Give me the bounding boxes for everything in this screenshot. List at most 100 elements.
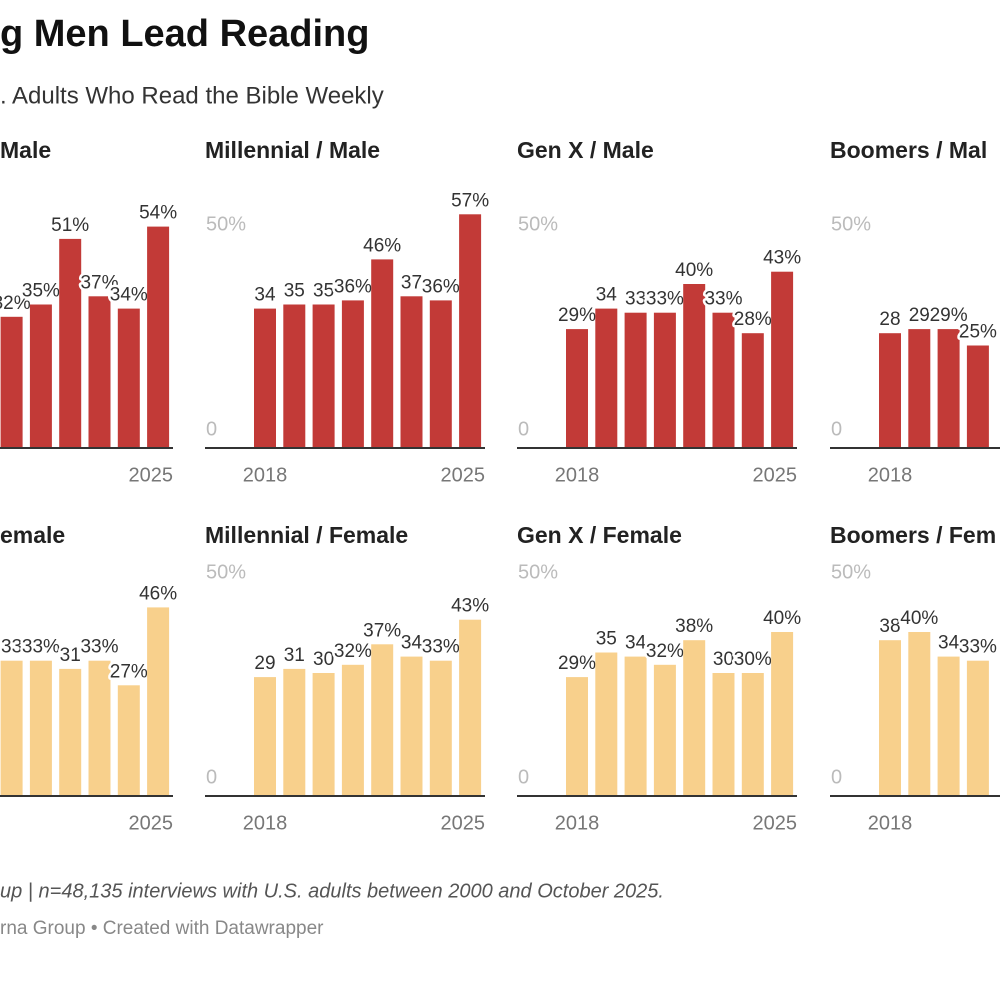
bar [429,300,452,448]
bar [653,312,676,448]
bar [400,296,423,448]
bar [908,329,931,448]
bar [459,214,482,448]
value-label: 34 [254,285,276,306]
value-label: 32% [0,293,31,314]
y-tick-label: 50% [518,561,558,583]
bar [59,668,82,796]
value-label: 46% [139,583,177,604]
bar [341,300,364,448]
value-label: 31 [284,645,305,666]
value-label: 35% [22,281,60,302]
bar [371,644,394,796]
x-tick-label: 2018 [555,464,600,486]
value-label: 35 [596,629,617,650]
bar [908,632,931,796]
value-label: 34 [625,633,647,654]
bar [566,677,588,796]
y-tick-label: 0 [206,766,217,788]
value-label: 29 [254,653,275,674]
value-label: 29% [930,305,968,326]
value-label: 33 [625,289,646,310]
bar [937,329,960,448]
bar [88,660,111,796]
value-label: 29% [558,653,596,674]
value-label: 35 [284,281,305,302]
value-label: 30% [734,649,772,670]
bar [741,673,764,796]
bar [741,333,764,448]
value-label: 40% [675,260,713,281]
footnote: up | n=48,135 interviews with U.S. adult… [0,880,664,902]
value-label: 36% [422,276,460,297]
bar [147,607,170,796]
panel-title: Boomers / Mal [830,137,987,163]
y-tick-label: 0 [206,418,217,440]
bar [966,660,989,796]
y-tick-label: 0 [518,766,529,788]
bar [59,238,82,448]
value-label: 35 [313,281,334,302]
x-tick-label: 2018 [243,464,288,486]
value-label: 29 [909,305,930,326]
value-label: 29% [558,305,596,326]
bar [771,271,794,448]
value-label: 28% [734,309,772,330]
bar [712,673,735,796]
y-tick-label: 50% [831,561,871,583]
bar [879,640,901,796]
bar [88,296,111,448]
x-tick-label: 2018 [868,812,913,834]
bar [147,226,170,448]
value-label: 34% [110,285,148,306]
value-label: 54% [139,203,177,224]
x-tick-label: 2025 [441,812,486,834]
panel-title: Gen X / Male [517,137,654,163]
value-label: 37 [401,272,422,293]
value-label: 51% [51,215,89,236]
value-label: 32% [334,641,372,662]
bar [683,284,706,448]
bar [0,660,23,796]
bar [117,685,140,796]
panel-title: Boomers / Fem [830,522,996,548]
bar [683,640,706,796]
value-label: 34 [401,633,423,654]
bar [312,304,335,448]
bar [459,619,482,796]
value-label: 30 [713,649,734,670]
x-tick-label: 2025 [129,464,174,486]
value-label: 36% [334,276,372,297]
y-tick-label: 0 [831,418,842,440]
value-label: 33% [959,637,997,658]
bar [283,304,306,448]
bar [312,673,335,796]
value-label: 57% [451,190,489,211]
value-label: 28 [879,309,900,330]
x-tick-label: 2018 [243,812,288,834]
bar [966,345,989,448]
value-label: 37% [363,620,401,641]
value-label: 43% [763,248,801,269]
bar [283,668,306,796]
value-label: 27% [110,661,148,682]
value-label: 46% [363,235,401,256]
x-tick-label: 2018 [555,812,600,834]
y-tick-label: 50% [206,213,246,235]
bar [400,656,423,796]
value-label: 38 [879,616,900,637]
panel-title: Gen X / Female [517,522,682,548]
panel-title: emale [0,522,65,548]
bar [254,308,276,448]
bar [653,664,676,796]
x-tick-label: 2025 [129,812,174,834]
value-label: 33% [646,289,684,310]
y-tick-label: 50% [831,213,871,235]
bar [341,664,364,796]
value-label: 25% [959,322,997,343]
value-label: 43% [451,596,489,617]
value-label: 40% [763,608,801,629]
value-label: 34 [938,633,960,654]
